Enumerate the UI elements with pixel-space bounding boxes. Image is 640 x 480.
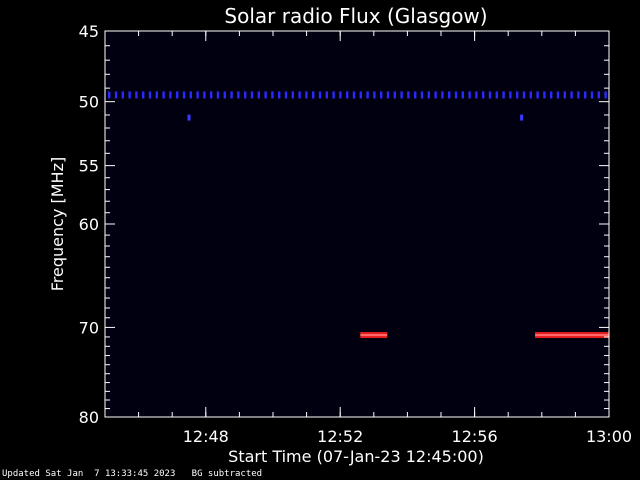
plot-area [105,31,609,417]
y-tick-label: 70 [79,318,99,337]
y-tick-label: 60 [79,215,99,234]
interference-dash [135,91,138,99]
interference-dash [380,91,383,99]
interference-dash [448,91,451,99]
interference-dash [420,91,424,99]
interference-dash [400,91,403,99]
interference-dash [264,91,267,99]
y-tick-label: 55 [79,157,99,176]
interference-dash [284,91,288,99]
interference-dash [604,91,607,99]
interference-dash [346,91,349,99]
interference-dash [250,91,254,99]
interference-dash [516,91,519,99]
interference-dash [373,91,376,99]
interference-dash [454,91,458,99]
interference-dash [244,91,247,99]
x-tick-label: 12:56 [452,427,498,446]
spectrogram-features [108,91,609,339]
interference-dash [529,91,532,99]
interference-dash [291,91,294,99]
radio-emission-core [360,334,388,337]
interference-dash [475,91,478,99]
x-tick-label: 12:52 [317,427,363,446]
interference-dash [278,91,281,99]
interference-dash [522,91,526,99]
interference-dash [332,91,335,99]
interference-dash [318,91,322,99]
interference-dash [169,91,172,99]
interference-dash [128,91,131,99]
bg-subtracted-note: BG subtracted [191,469,263,479]
interference-dash [203,91,206,99]
y-axis-label: Frequency [MHz] [48,157,67,291]
interference-spot [520,114,524,121]
interference-dash [427,91,430,99]
x-axis-label: Start Time (07-Jan-23 12:45:00) [228,447,484,466]
interference-dash [461,91,464,99]
interference-dash [108,91,111,99]
interference-dash [543,91,546,99]
interference-dash [305,91,308,99]
y-tick-label: 80 [79,408,99,427]
interference-dash [223,91,226,99]
interference-dash [148,91,152,99]
interference-dash [570,91,573,99]
interference-dash [196,91,199,99]
interference-dash [386,91,390,99]
interference-dash [488,91,492,99]
interference-dash [482,91,485,99]
interference-dash [556,91,560,99]
interference-dash [352,91,356,99]
y-tick-label: 50 [79,93,99,112]
interference-dash [393,91,396,99]
interference-dash [298,91,301,99]
interference-dash [359,91,362,99]
interference-dash [509,91,512,99]
interference-dash [155,91,158,99]
interference-dash [495,91,498,99]
interference-dash [590,91,594,99]
interference-dash [237,91,240,99]
interference-dash [536,91,539,99]
interference-dash [550,91,553,99]
footer: Updated Sat Jan 7 13:33:45 2023 BG subtr… [2,469,262,479]
interference-dash [230,91,233,99]
interference-dash [339,91,342,99]
interference-dash [366,91,369,99]
interference-dash [441,91,444,99]
interference-dash [468,91,471,99]
interference-dash [176,91,179,99]
updated-timestamp: Updated Sat Jan 7 13:33:45 2023 [2,469,176,479]
interference-dash [597,91,600,99]
interference-spot [187,114,191,121]
interference-dash [584,91,587,99]
interference-dash [407,91,410,99]
interference-dash [577,91,580,99]
interference-dash [210,91,213,99]
interference-dash [271,91,274,99]
chart-title: Solar radio Flux (Glasgow) [224,4,487,28]
interference-dash [434,91,437,99]
interference-dash [121,91,124,99]
x-axis: 12:48 12:52 12:56 13:00 [138,31,632,446]
y-tick-label: 45 [79,22,99,41]
radio-emission-core [535,334,609,337]
x-tick-label: 13:00 [586,427,632,446]
interference-dash [162,91,165,99]
interference-dash [325,91,328,99]
y-axis: 45 50 55 60 70 80 [79,22,609,427]
interference-dash [182,91,186,99]
interference-dash [142,91,145,99]
interference-dash [414,91,417,99]
interference-dash [189,91,192,99]
interference-dash [257,91,260,99]
interference-dash [312,91,315,99]
x-tick-label: 12:48 [183,427,229,446]
interference-dash [216,91,220,99]
interference-dash [563,91,566,99]
interference-dash [502,91,505,99]
interference-dash [114,91,118,99]
